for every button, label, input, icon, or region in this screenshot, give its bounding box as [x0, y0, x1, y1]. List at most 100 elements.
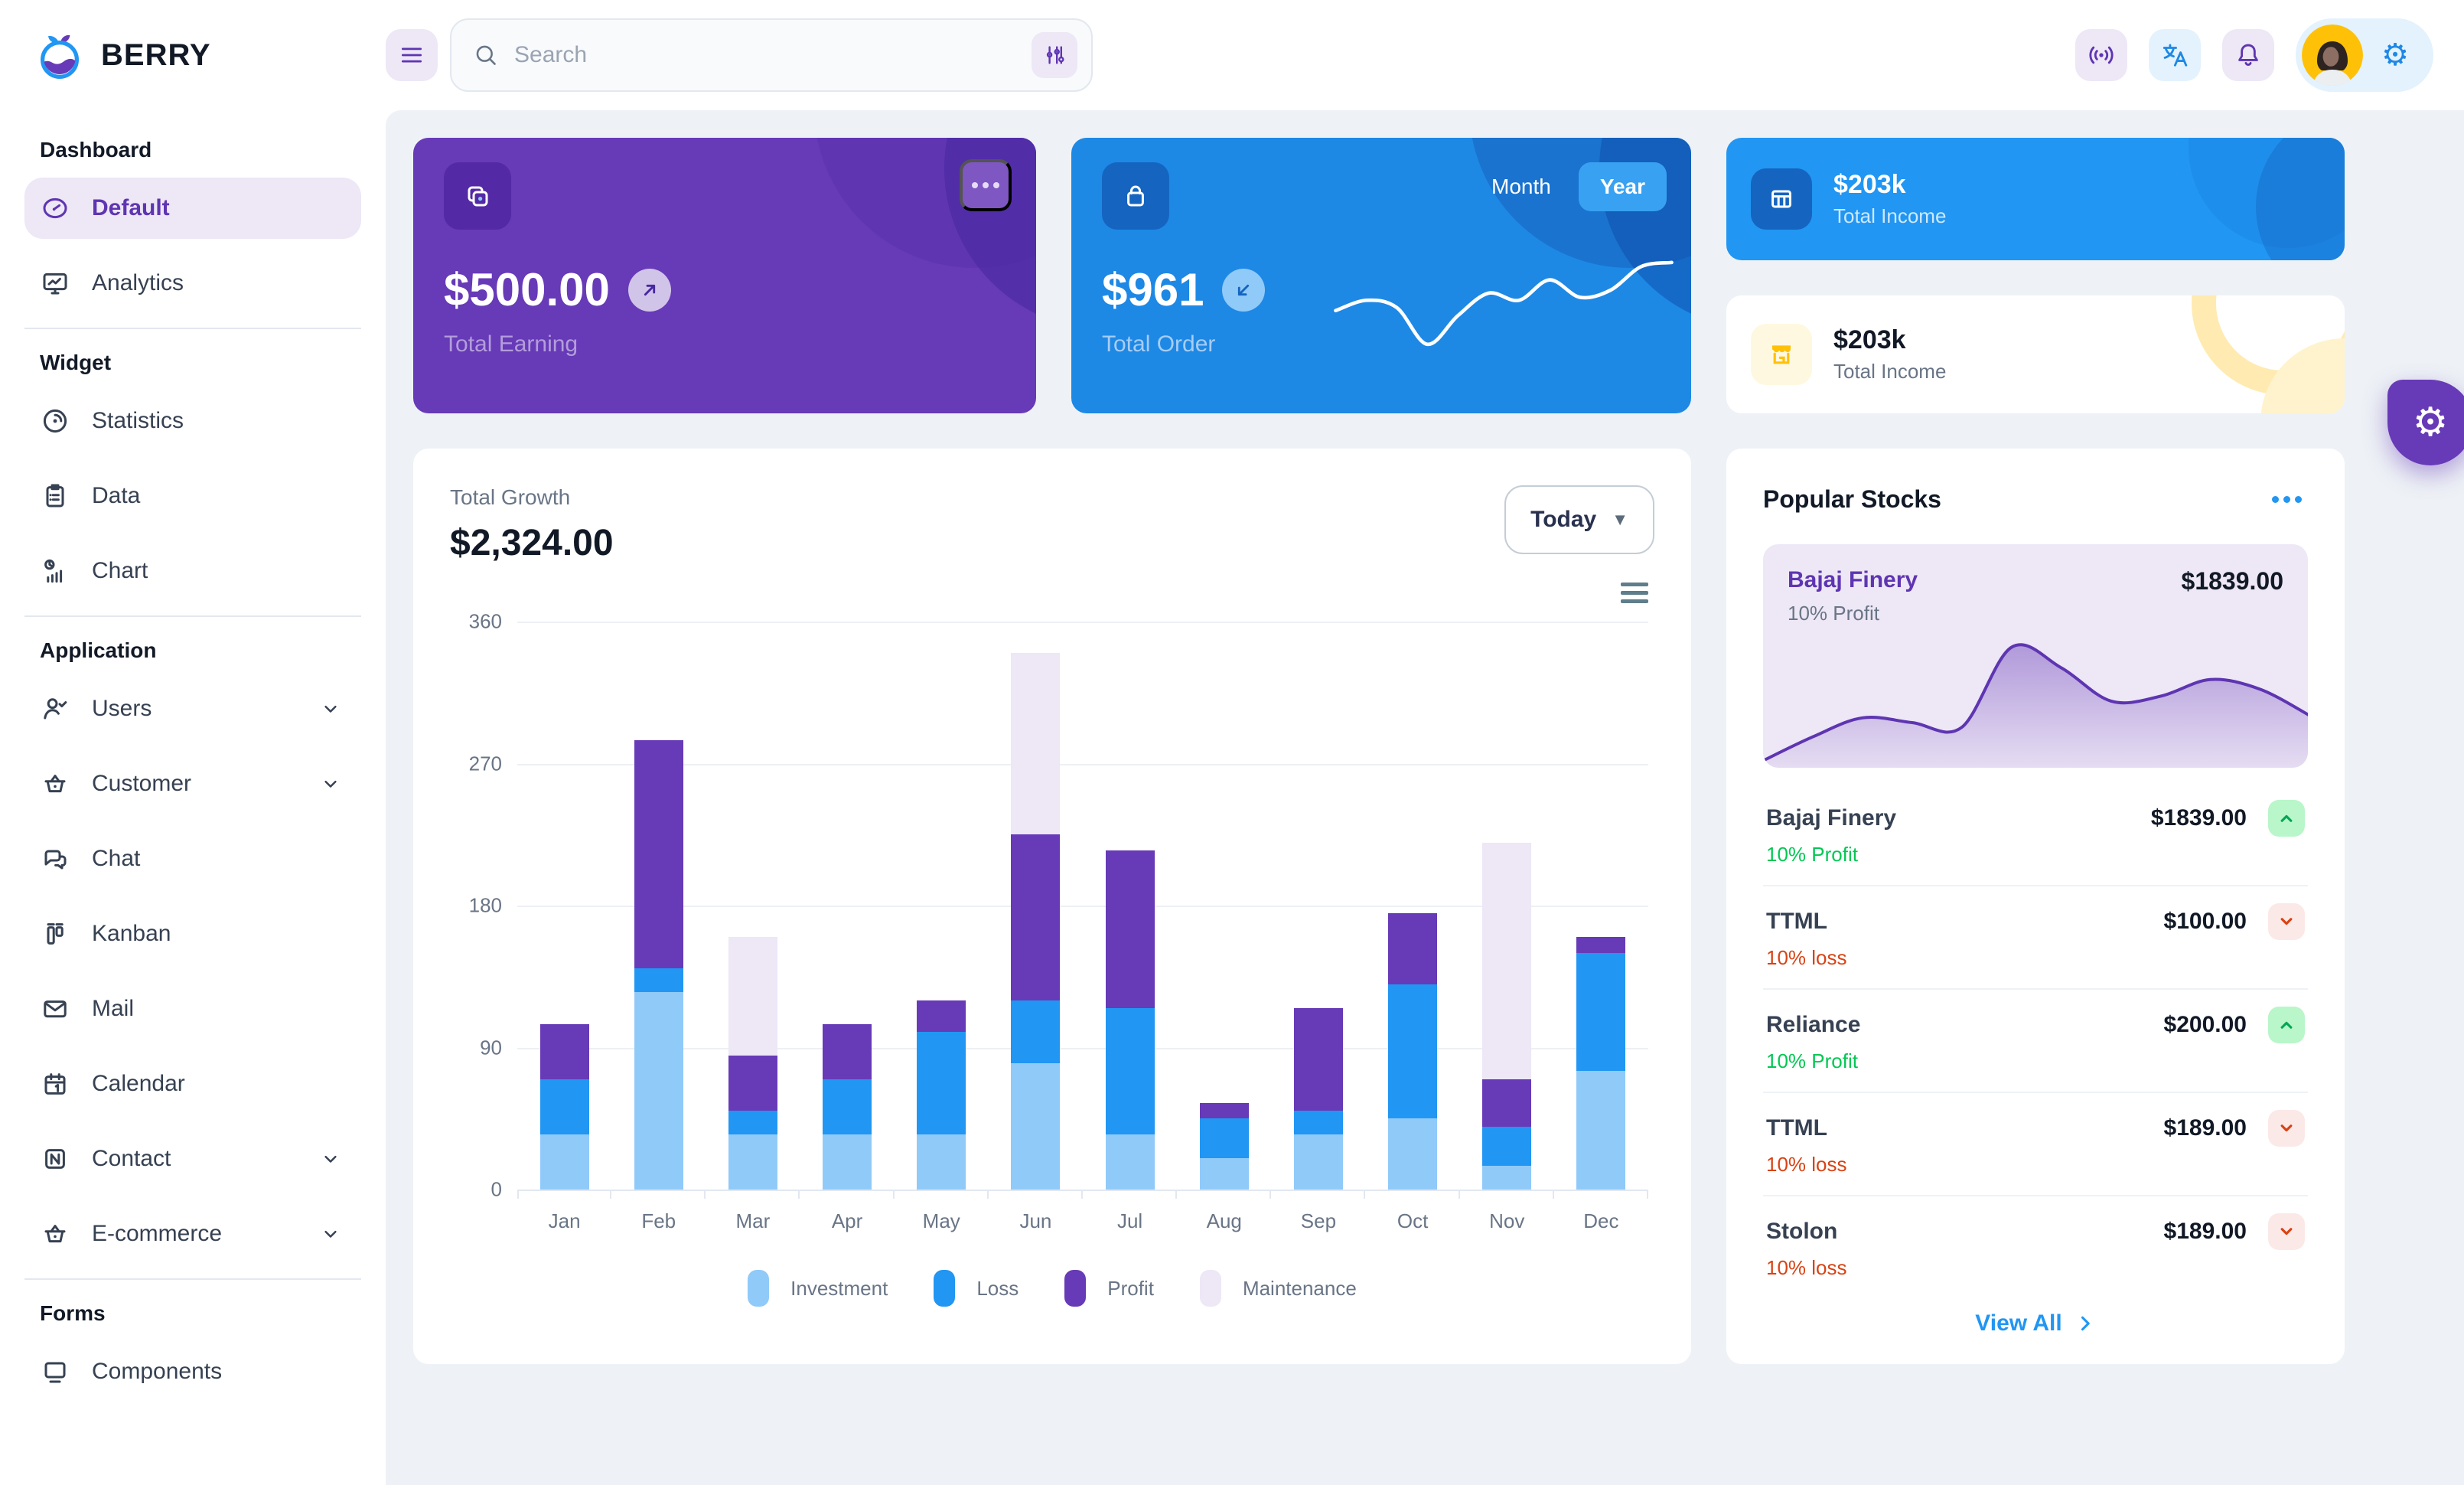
users-icon	[40, 694, 70, 724]
bar-column-sep[interactable]	[1271, 622, 1365, 1190]
x-axis-label: Nov	[1489, 1209, 1525, 1232]
search-input[interactable]	[514, 42, 1016, 68]
sidebar-section-title: Dashboard	[40, 138, 152, 162]
stock-row-bajaj-finery[interactable]: Bajaj Finery $1839.00 10% Profit	[1763, 783, 2308, 886]
stock-row-stolon[interactable]: Stolon $189.00 10% loss	[1763, 1196, 2308, 1298]
chevron-down-icon	[318, 1222, 343, 1246]
bar-column-may[interactable]	[895, 622, 989, 1190]
bar-segment-profit	[1388, 913, 1438, 985]
sidebar-item-label: Components	[92, 1359, 223, 1384]
stock-name: Bajaj Finery	[1766, 805, 1897, 831]
y-axis-tick-label: 180	[468, 893, 502, 917]
sidebar-item-components[interactable]: Components	[24, 1341, 361, 1402]
analytics-icon	[40, 268, 70, 299]
view-all-button[interactable]: View All	[1763, 1298, 2308, 1340]
components-icon	[40, 1356, 70, 1387]
sidebar-item-label: Statistics	[92, 408, 184, 433]
decorative-circle	[2256, 138, 2345, 260]
stacked-bar	[634, 622, 683, 1190]
popular-stocks-card: Popular Stocks Bajaj Finery $1839.00 10%…	[1726, 449, 2345, 1364]
stock-row-ttml[interactable]: TTML $189.00 10% loss	[1763, 1093, 2308, 1196]
search-filter-button[interactable]	[1032, 32, 1077, 78]
chart-menu-button[interactable]	[1618, 579, 1651, 606]
notifications-button[interactable]	[2222, 29, 2275, 81]
bar-segment-loss	[1482, 1126, 1532, 1167]
sidebar-item-contact[interactable]: Contact	[24, 1128, 361, 1190]
sidebar-item-chart[interactable]: Chart	[24, 540, 361, 602]
sidebar-item-label: E-commerce	[92, 1221, 223, 1246]
translate-button[interactable]	[2149, 29, 2202, 81]
order-range-toggle: Month Year	[1470, 162, 1667, 211]
chevron-right-icon	[2081, 1316, 2090, 1331]
sidebar-item-analytics[interactable]: Analytics	[24, 253, 361, 314]
featured-stock-card[interactable]: Bajaj Finery $1839.00 10% Profit	[1763, 544, 2308, 768]
order-card-icon-button[interactable]	[1102, 162, 1169, 230]
stock-row-ttml[interactable]: TTML $100.00 10% loss	[1763, 886, 2308, 990]
bar-column-apr[interactable]	[800, 622, 894, 1190]
legend-item-loss[interactable]: Loss	[934, 1270, 1019, 1307]
bar-column-jul[interactable]	[1083, 622, 1177, 1190]
legend-swatch	[1064, 1270, 1087, 1307]
y-axis-tick-label: 0	[491, 1177, 502, 1201]
stock-change-label: 10% loss	[1766, 1153, 1847, 1176]
chevron-down-badge[interactable]	[2268, 1110, 2305, 1147]
featured-stock-price: $1839.00	[2181, 567, 2283, 595]
stacked-bar	[1011, 622, 1061, 1190]
chevron-down-badge[interactable]	[2268, 903, 2305, 940]
legend-item-investment[interactable]: Investment	[748, 1270, 888, 1307]
sidebar-toggle-button[interactable]	[386, 29, 438, 81]
bar-segment-investment	[634, 992, 683, 1190]
bar-column-oct[interactable]	[1365, 622, 1459, 1190]
legend-label: Loss	[976, 1276, 1019, 1300]
bar-segment-profit	[634, 739, 683, 969]
brand-logo[interactable]: BERRY	[0, 29, 386, 81]
chevron-up-badge[interactable]	[2268, 800, 2305, 837]
bar-column-aug[interactable]	[1177, 622, 1271, 1190]
x-axis-label: Sep	[1300, 1209, 1337, 1232]
bar-column-feb[interactable]	[611, 622, 706, 1190]
earning-card-more-button[interactable]	[960, 159, 1012, 211]
bar-column-dec[interactable]	[1554, 622, 1648, 1190]
sidebar-item-e-commerce[interactable]: E-commerce	[24, 1203, 361, 1265]
stock-price: $100.00	[2163, 909, 2247, 934]
sidebar-item-users[interactable]: Users	[24, 678, 361, 739]
trend-down-badge	[1222, 268, 1266, 312]
growth-range-select[interactable]: Today ▼	[1504, 485, 1654, 554]
search-bar	[450, 18, 1093, 92]
broadcast-button[interactable]	[2075, 29, 2128, 81]
sidebar-item-calendar[interactable]: Calendar	[24, 1053, 361, 1115]
bar-segment-investment	[728, 1134, 777, 1190]
stacked-bar	[1482, 622, 1532, 1190]
chevron-down-badge[interactable]	[2268, 1213, 2305, 1250]
sidebar-item-kanban[interactable]: Kanban	[24, 903, 361, 964]
bar-segment-loss	[1105, 1008, 1155, 1134]
sidebar-item-chat[interactable]: Chat	[24, 828, 361, 889]
bar-segment-profit	[823, 1023, 872, 1079]
profile-menu-button[interactable]: ⚙	[2296, 18, 2433, 92]
legend-item-profit[interactable]: Profit	[1064, 1270, 1154, 1307]
sidebar-item-label: Analytics	[92, 270, 184, 295]
earning-card-icon-button[interactable]	[444, 162, 511, 230]
order-toggle-year[interactable]: Year	[1578, 162, 1667, 211]
chevron-up-badge[interactable]	[2268, 1007, 2305, 1043]
bar-segment-profit	[1199, 1102, 1249, 1119]
customize-fab-button[interactable]: ⚙	[2387, 380, 2464, 465]
income-cards-column: $203k Total Income $203k Total Income	[1726, 138, 2345, 413]
bar-column-jun[interactable]	[989, 622, 1083, 1190]
stock-price: $189.00	[2163, 1219, 2247, 1244]
sidebar-divider	[24, 1278, 361, 1280]
sidebar-item-mail[interactable]: Mail	[24, 978, 361, 1040]
menu-icon	[398, 41, 425, 69]
bar-segment-profit	[1105, 850, 1155, 1008]
legend-item-maintenance[interactable]: Maintenance	[1199, 1270, 1357, 1307]
sidebar-item-default[interactable]: Default	[24, 178, 361, 239]
order-toggle-month[interactable]: Month	[1470, 162, 1573, 211]
sidebar-item-data[interactable]: Data	[24, 465, 361, 527]
sidebar-item-statistics[interactable]: Statistics	[24, 390, 361, 452]
popular-stocks-more-button[interactable]	[2266, 490, 2308, 509]
bar-column-nov[interactable]	[1460, 622, 1554, 1190]
stock-row-reliance[interactable]: Reliance $200.00 10% Profit	[1763, 990, 2308, 1093]
sidebar-item-customer[interactable]: Customer	[24, 753, 361, 814]
bar-column-mar[interactable]	[706, 622, 800, 1190]
bar-column-jan[interactable]	[517, 622, 611, 1190]
